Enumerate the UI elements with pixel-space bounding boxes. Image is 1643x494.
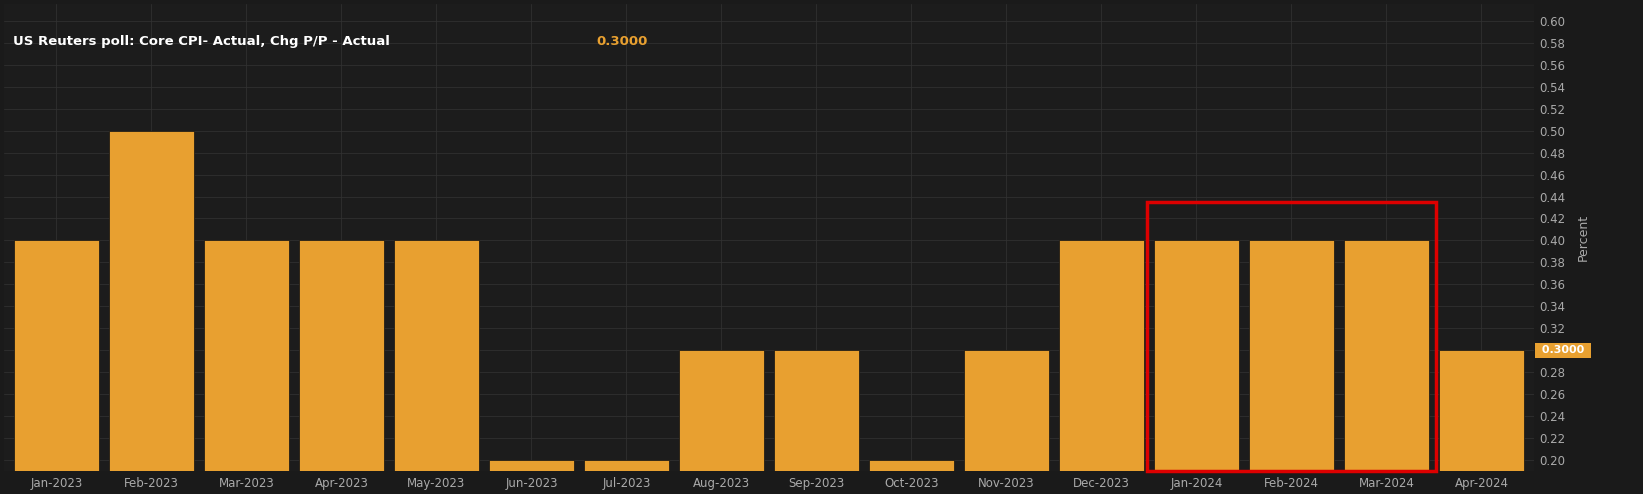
Bar — [1058, 241, 1144, 494]
Bar — [108, 130, 194, 494]
Bar — [488, 460, 573, 494]
Text: 0.3000: 0.3000 — [1538, 345, 1589, 355]
Bar — [13, 241, 99, 494]
Bar — [583, 460, 669, 494]
Bar — [869, 460, 955, 494]
Text: US Reuters poll: Core CPI- Actual, Chg P/P - Actual: US Reuters poll: Core CPI- Actual, Chg P… — [13, 35, 389, 47]
Bar — [774, 350, 859, 494]
Bar — [1249, 241, 1334, 494]
Bar — [1153, 241, 1239, 494]
Bar — [1439, 350, 1525, 494]
Bar — [964, 350, 1050, 494]
Bar — [204, 241, 289, 494]
Y-axis label: Percent: Percent — [1577, 214, 1589, 261]
Bar — [394, 241, 480, 494]
Bar — [679, 350, 764, 494]
Bar — [1344, 241, 1429, 494]
Bar — [1147, 202, 1436, 471]
Bar — [299, 241, 384, 494]
Text: 0.3000: 0.3000 — [596, 35, 647, 47]
